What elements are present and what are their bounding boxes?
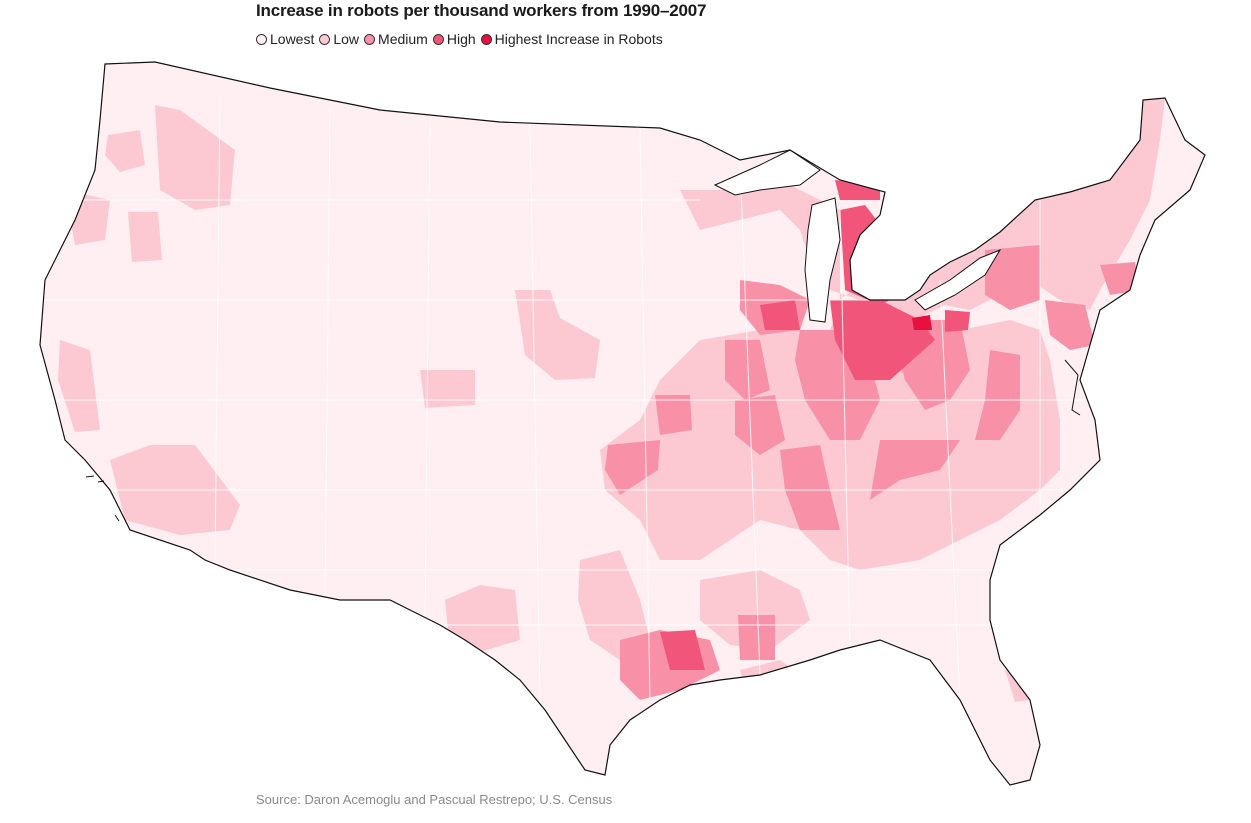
region-medium-missouri	[735, 395, 785, 455]
region-medium-kentucky	[870, 440, 960, 500]
region-high-ohio-east	[945, 310, 970, 332]
region-low-midwest	[600, 98, 1165, 570]
region-medium-oklahoma	[605, 440, 660, 495]
legend-swatch-medium	[364, 33, 376, 45]
region-low-texas-east	[578, 550, 650, 660]
us-outline	[39, 61, 1206, 786]
region-high-indiana-ohio	[830, 300, 935, 380]
region-low-boise	[128, 212, 162, 262]
legend-label-low: Low	[333, 31, 360, 47]
chart-title: Increase in robots per thousand workers …	[256, 1, 707, 20]
region-low-california-coast	[58, 340, 100, 432]
chesapeake-bay	[1064, 359, 1081, 416]
region-medium-illinois	[725, 340, 770, 400]
region-medium-newengland	[1100, 262, 1140, 295]
lake-superior	[713, 149, 821, 196]
legend-swatch-low	[319, 33, 331, 45]
legend-label-highest: Highest Increase in Robots	[494, 31, 663, 47]
legend-item-lowest: Lowest	[256, 31, 314, 47]
region-low-deep-south	[700, 570, 810, 650]
legend-item-medium: Medium	[364, 31, 428, 47]
legend-label-medium: Medium	[378, 31, 428, 47]
legend-label-high: High	[446, 31, 476, 47]
region-medium-kansas	[655, 395, 692, 435]
region-highest-michigan	[865, 245, 915, 300]
county-boundaries	[45, 94, 1090, 701]
legend-swatch-lowest	[256, 33, 267, 45]
region-lowest-base	[40, 62, 1205, 785]
lake-michigan	[804, 197, 841, 323]
lake-erie-ontario	[914, 248, 1002, 311]
region-medium-louisiana	[738, 615, 775, 660]
region-medium-virginia	[975, 350, 1020, 440]
region-medium-tennessee	[780, 445, 840, 530]
region-low-idaho	[155, 105, 235, 210]
region-high-wisconsin	[760, 300, 800, 330]
region-low-washington	[105, 130, 145, 172]
region-medium-newyork	[985, 245, 1040, 310]
region-low-utah	[420, 370, 475, 408]
legend-swatch-highest	[480, 33, 492, 45]
county-regions	[40, 62, 1205, 785]
region-highest-ohio-lakeshore	[912, 315, 932, 330]
channel-islands	[85, 475, 120, 522]
source-note: Source: Daron Acemoglu and Pascual Restr…	[256, 792, 613, 807]
region-low-colorado	[515, 290, 600, 380]
legend-item-low: Low	[319, 31, 359, 47]
region-low-florida	[1005, 668, 1030, 702]
legend-swatch-high	[432, 33, 444, 45]
region-high-upper-michigan	[835, 180, 880, 200]
region-medium-pennsylvania	[1045, 300, 1095, 350]
region-high-mississippi	[660, 630, 705, 670]
legend: Lowest Low Medium High Highest Increase …	[256, 31, 668, 47]
legend-item-high: High	[432, 31, 476, 47]
legend-item-highest: Highest Increase in Robots	[480, 31, 663, 47]
region-low-newmexico	[445, 585, 520, 655]
legend-label-lowest: Lowest	[270, 31, 315, 47]
